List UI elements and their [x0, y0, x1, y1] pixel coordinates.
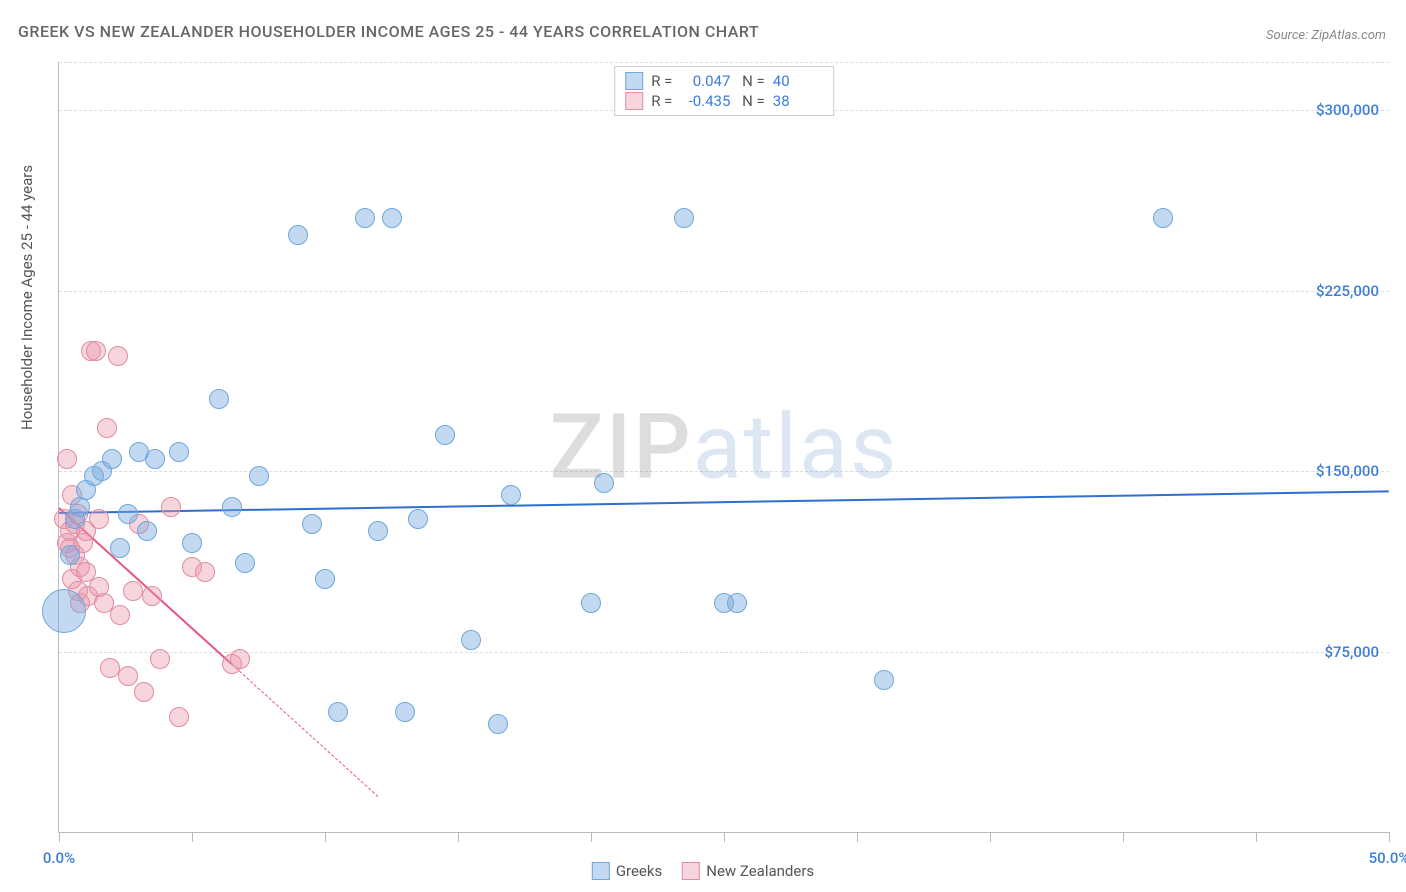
point-greeks: [368, 521, 388, 541]
legend-item: New Zealanders: [682, 862, 814, 880]
series-legend: Greeks New Zealanders: [592, 862, 814, 880]
point-greeks: [145, 449, 165, 469]
point-greeks: [222, 497, 242, 517]
point-new-zealanders: [118, 666, 138, 686]
point-new-zealanders: [108, 346, 128, 366]
point-greeks: [102, 449, 122, 469]
x-tick: [325, 832, 326, 842]
x-tick: [458, 832, 459, 842]
point-greeks: [874, 670, 894, 690]
x-tick-label: 50.0%: [1369, 849, 1406, 867]
legend-n-value: 40: [773, 72, 823, 90]
legend-swatch: [592, 862, 610, 880]
point-greeks: [435, 425, 455, 445]
point-greeks: [382, 208, 402, 228]
legend-r-label: R =: [651, 92, 672, 110]
point-greeks: [182, 533, 202, 553]
point-new-zealanders: [169, 707, 189, 727]
point-greeks: [501, 485, 521, 505]
x-tick: [857, 832, 858, 842]
legend-swatch: [625, 92, 643, 110]
point-greeks: [355, 208, 375, 228]
point-greeks: [302, 514, 322, 534]
point-greeks: [395, 702, 415, 722]
point-greeks: [674, 208, 694, 228]
point-new-zealanders: [230, 649, 250, 669]
point-greeks: [169, 442, 189, 462]
legend-swatch: [682, 862, 700, 880]
point-greeks: [461, 630, 481, 650]
point-greeks: [118, 504, 138, 524]
x-tick: [591, 832, 592, 842]
legend-n-value: 38: [773, 92, 823, 110]
point-new-zealanders: [134, 682, 154, 702]
point-new-zealanders: [142, 586, 162, 606]
point-greeks: [288, 225, 308, 245]
legend-row: R = -0.435 N = 38: [625, 91, 823, 111]
point-new-zealanders: [89, 509, 109, 529]
point-new-zealanders: [110, 605, 130, 625]
legend-label: New Zealanders: [706, 862, 814, 880]
x-tick: [59, 832, 60, 842]
point-new-zealanders: [100, 658, 120, 678]
point-greeks: [408, 509, 428, 529]
point-greeks: [60, 545, 80, 565]
x-tick: [1389, 832, 1390, 842]
x-tick: [724, 832, 725, 842]
source-label: Source: ZipAtlas.com: [1266, 28, 1386, 43]
legend-swatch: [625, 72, 643, 90]
watermark-zip: ZIP: [550, 395, 693, 500]
trend-line: [59, 490, 1389, 514]
point-new-zealanders: [97, 418, 117, 438]
x-tick: [1123, 832, 1124, 842]
watermark-atlas: atlas: [693, 395, 899, 500]
point-greeks: [594, 473, 614, 493]
point-greeks: [328, 702, 348, 722]
legend-row: R = 0.047 N = 40: [625, 71, 823, 91]
point-greeks: [488, 714, 508, 734]
point-greeks: [1153, 208, 1173, 228]
y-tick-label: $75,000: [1324, 643, 1379, 661]
point-new-zealanders: [150, 649, 170, 669]
point-new-zealanders: [161, 497, 181, 517]
x-tick: [1256, 832, 1257, 842]
x-tick: [990, 832, 991, 842]
point-greeks: [581, 593, 601, 613]
point-new-zealanders: [123, 581, 143, 601]
gridline: [59, 291, 1389, 292]
point-new-zealanders: [86, 341, 106, 361]
chart-title: GREEK VS NEW ZEALANDER HOUSEHOLDER INCOM…: [18, 22, 759, 41]
point-new-zealanders: [195, 562, 215, 582]
legend-r-value: 0.047: [680, 72, 730, 90]
point-new-zealanders: [57, 449, 77, 469]
legend-item: Greeks: [592, 862, 662, 880]
correlation-legend: R = 0.047 N = 40 R = -0.435 N = 38: [614, 66, 834, 116]
point-greeks: [235, 553, 255, 573]
y-tick-label: $225,000: [1316, 282, 1379, 300]
gridline: [59, 62, 1389, 63]
scatter-plot-area: ZIPatlas R = 0.047 N = 40 R = -0.435 N = 38 $…: [58, 62, 1389, 833]
point-greeks: [110, 538, 130, 558]
legend-label: Greeks: [616, 862, 662, 880]
y-tick-label: $150,000: [1316, 462, 1379, 480]
y-axis-title: Householder Income Ages 25 - 44 years: [18, 165, 36, 430]
point-greeks: [315, 569, 335, 589]
legend-r-label: R =: [651, 72, 672, 90]
trend-line-dash: [232, 664, 379, 797]
y-tick-label: $300,000: [1316, 101, 1379, 119]
point-greeks: [137, 521, 157, 541]
point-greeks: [249, 466, 269, 486]
x-tick-label: 0.0%: [43, 849, 75, 867]
legend-r-value: -0.435: [680, 92, 730, 110]
point-greeks: [727, 593, 747, 613]
point-greeks: [42, 589, 86, 633]
gridline: [59, 652, 1389, 653]
legend-n-label: N =: [738, 72, 764, 90]
point-greeks: [209, 389, 229, 409]
legend-n-label: N =: [738, 92, 764, 110]
x-tick: [192, 832, 193, 842]
